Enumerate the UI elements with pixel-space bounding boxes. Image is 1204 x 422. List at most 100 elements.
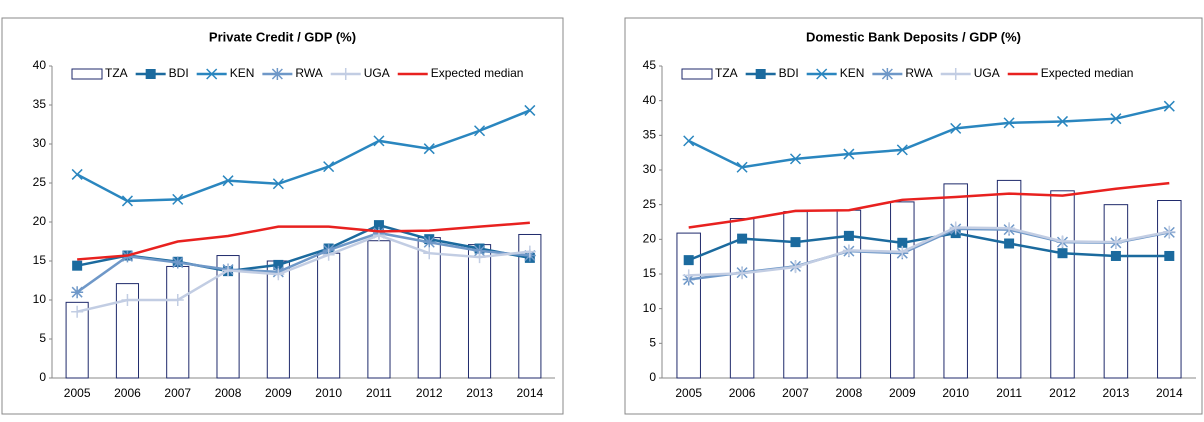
marker: [950, 122, 962, 134]
marker: [524, 104, 536, 116]
legend-label: Expected median: [431, 66, 524, 80]
bar: [996, 179, 1022, 379]
marker: [789, 153, 802, 165]
line: [688, 226, 1170, 277]
marker: [222, 175, 234, 187]
x-tick-label: 2013: [466, 386, 493, 400]
marker: [373, 220, 384, 231]
marker: [171, 294, 184, 306]
y-tick-label: 35: [643, 128, 657, 142]
x-tick-label: 2007: [164, 386, 191, 400]
marker: [473, 251, 486, 264]
panel-frame: [624, 17, 1203, 415]
bar: [729, 218, 755, 379]
marker: [322, 248, 335, 261]
bar: [467, 244, 492, 379]
panel-frame: [1, 17, 564, 415]
x-tick-label: 2008: [836, 386, 863, 400]
y-tick-label: 10: [643, 301, 657, 315]
bar: [1050, 190, 1075, 379]
x-tick-label: 2013: [1103, 386, 1130, 400]
legend-label: TZA: [715, 66, 738, 80]
marker: [1003, 222, 1016, 235]
chart-title: Private Credit / GDP (%): [209, 29, 356, 44]
marker: [843, 230, 854, 241]
marker: [1164, 250, 1175, 261]
y-tick-label: 15: [33, 253, 47, 267]
legend-label: KEN: [230, 66, 255, 80]
bar: [166, 265, 190, 379]
x-tick-label: 2008: [215, 386, 242, 400]
x-tick-label: 2010: [315, 386, 342, 400]
x-tick-label: 2006: [114, 386, 141, 400]
line: [77, 221, 530, 261]
marker: [423, 236, 436, 249]
y-tick-label: 0: [39, 370, 46, 384]
y-tick-label: 30: [33, 136, 47, 150]
marker: [1110, 250, 1121, 261]
y-tick-label: 0: [649, 370, 656, 384]
legend-label: UGA: [974, 66, 1000, 80]
marker: [272, 178, 284, 190]
bar: [65, 301, 89, 379]
marker: [736, 267, 749, 280]
legend-label: UGA: [364, 66, 390, 80]
y-tick-label: 10: [33, 292, 47, 306]
marker: [896, 144, 908, 156]
marker: [736, 161, 748, 173]
marker: [843, 148, 855, 160]
legend-swatch: [71, 68, 103, 80]
bar: [367, 240, 391, 379]
marker: [1056, 235, 1069, 248]
bar: [317, 252, 341, 379]
line: [76, 231, 530, 294]
line: [76, 233, 530, 313]
marker: [222, 264, 235, 277]
marker: [1163, 100, 1175, 112]
y-tick-label: 45: [643, 58, 657, 72]
x-tick-label: 2012: [1049, 386, 1076, 400]
marker: [949, 221, 962, 234]
marker: [523, 245, 536, 258]
y-tick-label: 20: [33, 214, 47, 228]
marker: [121, 195, 133, 207]
marker: [683, 135, 695, 147]
y-tick-label: 25: [33, 175, 47, 189]
marker: [816, 68, 828, 80]
marker: [272, 268, 285, 281]
x-tick-label: 2009: [889, 386, 916, 400]
marker: [423, 247, 436, 260]
marker: [273, 259, 284, 270]
bar: [676, 232, 701, 379]
marker: [474, 125, 486, 137]
bar: [1157, 200, 1182, 379]
marker: [1163, 225, 1176, 238]
marker: [682, 269, 695, 282]
marker: [323, 161, 335, 173]
marker: [71, 305, 84, 318]
legend-label: TZA: [105, 66, 128, 80]
y-tick-label: 40: [643, 93, 657, 107]
marker: [373, 135, 385, 147]
x-tick-label: 2010: [942, 386, 969, 400]
chart-title: Domestic Bank Deposits / GDP (%): [806, 29, 1021, 44]
marker: [1056, 115, 1069, 127]
marker: [206, 68, 218, 80]
marker: [121, 294, 134, 306]
marker: [71, 286, 84, 299]
marker: [1109, 236, 1122, 249]
bar: [115, 283, 140, 379]
x-tick-label: 2005: [64, 386, 91, 400]
marker: [271, 68, 284, 80]
marker: [881, 68, 894, 80]
y-tick-label: 30: [643, 162, 657, 176]
bar: [518, 233, 542, 379]
line: [76, 109, 531, 203]
line: [688, 181, 1170, 229]
y-tick-label: 5: [39, 331, 46, 345]
marker: [172, 193, 184, 205]
marker: [737, 233, 748, 244]
bar: [943, 183, 968, 379]
x-tick-label: 2012: [416, 386, 443, 400]
